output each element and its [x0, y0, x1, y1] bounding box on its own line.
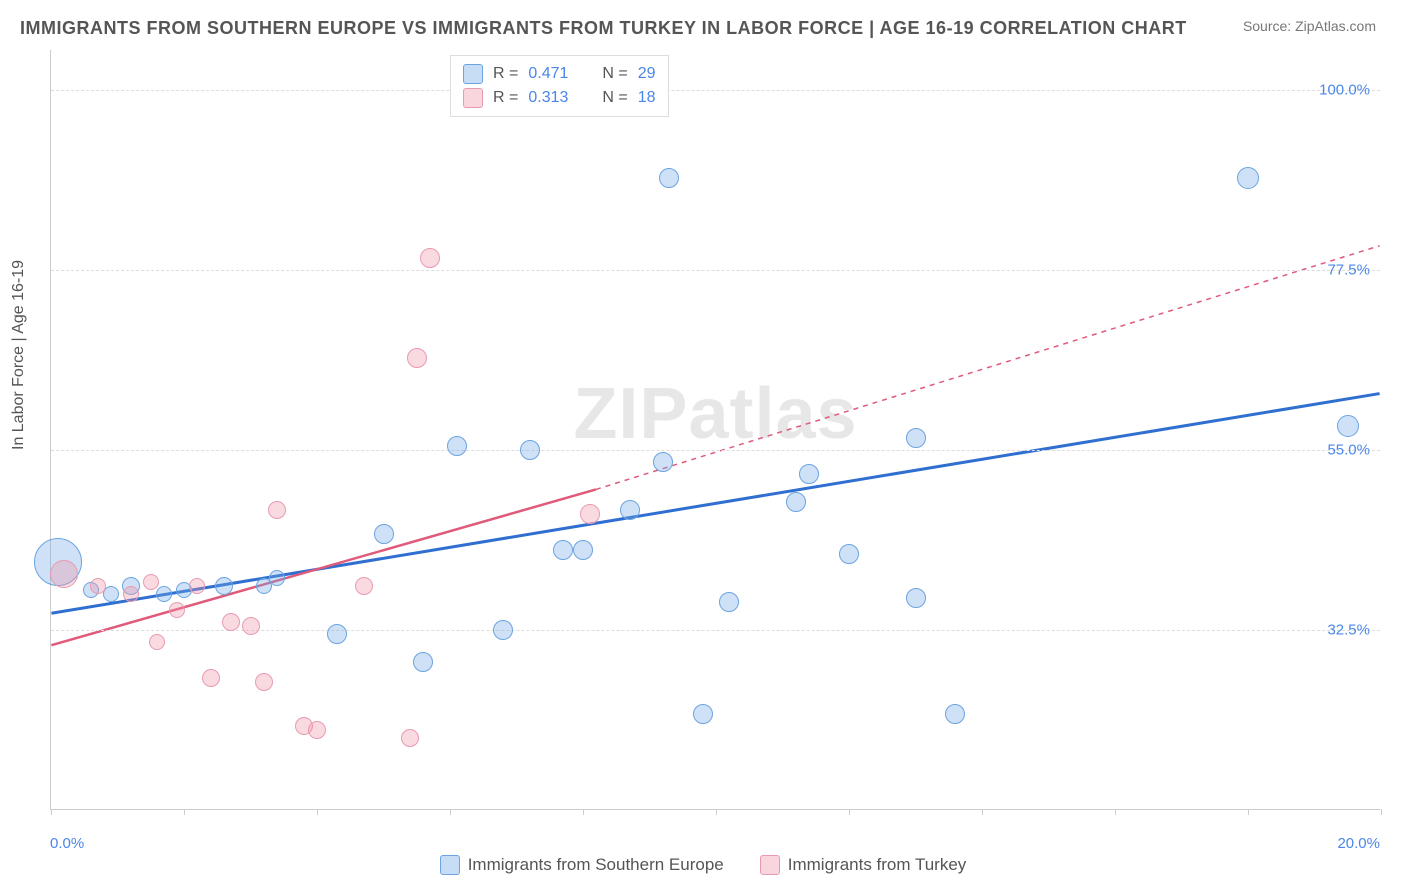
y-tick-label: 100.0% — [1319, 82, 1370, 99]
gridline — [51, 270, 1380, 271]
x-tick — [184, 809, 185, 815]
x-tick — [51, 809, 52, 815]
data-point — [620, 500, 640, 520]
x-tick — [716, 809, 717, 815]
data-point — [156, 586, 172, 602]
data-point — [308, 721, 326, 739]
data-point — [1337, 415, 1359, 437]
n-label: N = — [602, 89, 627, 107]
data-point — [269, 570, 285, 586]
data-point — [719, 592, 739, 612]
data-point — [374, 524, 394, 544]
data-point — [659, 168, 679, 188]
data-point — [202, 669, 220, 687]
x-axis-max-label: 20.0% — [1337, 835, 1380, 852]
y-tick-label: 77.5% — [1327, 262, 1370, 279]
gridline — [51, 90, 1380, 91]
x-axis-min-label: 0.0% — [50, 835, 84, 852]
r-label: R = — [493, 65, 518, 83]
correlation-legend: R = 0.471 N = 29 R = 0.313 N = 18 — [450, 55, 669, 117]
y-axis-label: In Labor Force | Age 16-19 — [10, 260, 28, 450]
data-point — [143, 574, 159, 590]
data-point — [786, 492, 806, 512]
data-point — [493, 620, 513, 640]
x-tick — [982, 809, 983, 815]
data-point — [215, 577, 233, 595]
data-point — [327, 624, 347, 644]
legend-swatch — [440, 855, 460, 875]
legend-row: R = 0.313 N = 18 — [463, 86, 656, 110]
data-point — [653, 452, 673, 472]
data-point — [401, 729, 419, 747]
data-point — [255, 673, 273, 691]
x-tick — [849, 809, 850, 815]
data-point — [50, 560, 78, 588]
legend-label: Immigrants from Turkey — [788, 855, 967, 875]
legend-item: Immigrants from Turkey — [760, 855, 967, 875]
x-tick — [450, 809, 451, 815]
chart-title: IMMIGRANTS FROM SOUTHERN EUROPE VS IMMIG… — [20, 18, 1187, 39]
data-point — [420, 248, 440, 268]
data-point — [839, 544, 859, 564]
x-tick — [1115, 809, 1116, 815]
data-point — [123, 586, 139, 602]
data-point — [103, 586, 119, 602]
data-point — [906, 588, 926, 608]
data-point — [222, 613, 240, 631]
source-label: Source: ZipAtlas.com — [1243, 18, 1376, 34]
y-tick-label: 32.5% — [1327, 622, 1370, 639]
trend-line — [51, 394, 1379, 614]
data-point — [407, 348, 427, 368]
data-point — [355, 577, 373, 595]
legend-swatch — [463, 64, 483, 84]
n-value: 18 — [638, 89, 656, 107]
data-point — [580, 504, 600, 524]
data-point — [906, 428, 926, 448]
data-point — [447, 436, 467, 456]
data-point — [799, 464, 819, 484]
data-point — [268, 501, 286, 519]
data-point — [413, 652, 433, 672]
n-label: N = — [602, 65, 627, 83]
watermark: ZIPatlas — [573, 373, 857, 455]
data-point — [693, 704, 713, 724]
data-point — [1237, 167, 1259, 189]
x-tick — [1248, 809, 1249, 815]
gridline — [51, 450, 1380, 451]
data-point — [520, 440, 540, 460]
x-tick — [583, 809, 584, 815]
data-point — [149, 634, 165, 650]
legend-swatch — [760, 855, 780, 875]
y-tick-label: 55.0% — [1327, 442, 1370, 459]
data-point — [553, 540, 573, 560]
n-value: 29 — [638, 65, 656, 83]
legend-row: R = 0.471 N = 29 — [463, 62, 656, 86]
legend-item: Immigrants from Southern Europe — [440, 855, 724, 875]
data-point — [945, 704, 965, 724]
scatter-plot-area: ZIPatlas 32.5% 55.0% 77.5% 100.0% — [50, 50, 1380, 810]
trend-line-extrapolated — [596, 246, 1380, 490]
r-label: R = — [493, 89, 518, 107]
data-point — [242, 617, 260, 635]
x-tick — [317, 809, 318, 815]
series-legend: Immigrants from Southern Europe Immigrant… — [0, 855, 1406, 880]
data-point — [169, 602, 185, 618]
data-point — [189, 578, 205, 594]
r-value: 0.313 — [528, 89, 568, 107]
trend-lines — [51, 50, 1380, 809]
r-value: 0.471 — [528, 65, 568, 83]
trend-line — [51, 489, 596, 645]
x-tick — [1381, 809, 1382, 815]
data-point — [573, 540, 593, 560]
legend-swatch — [463, 88, 483, 108]
data-point — [90, 578, 106, 594]
legend-label: Immigrants from Southern Europe — [468, 855, 724, 875]
